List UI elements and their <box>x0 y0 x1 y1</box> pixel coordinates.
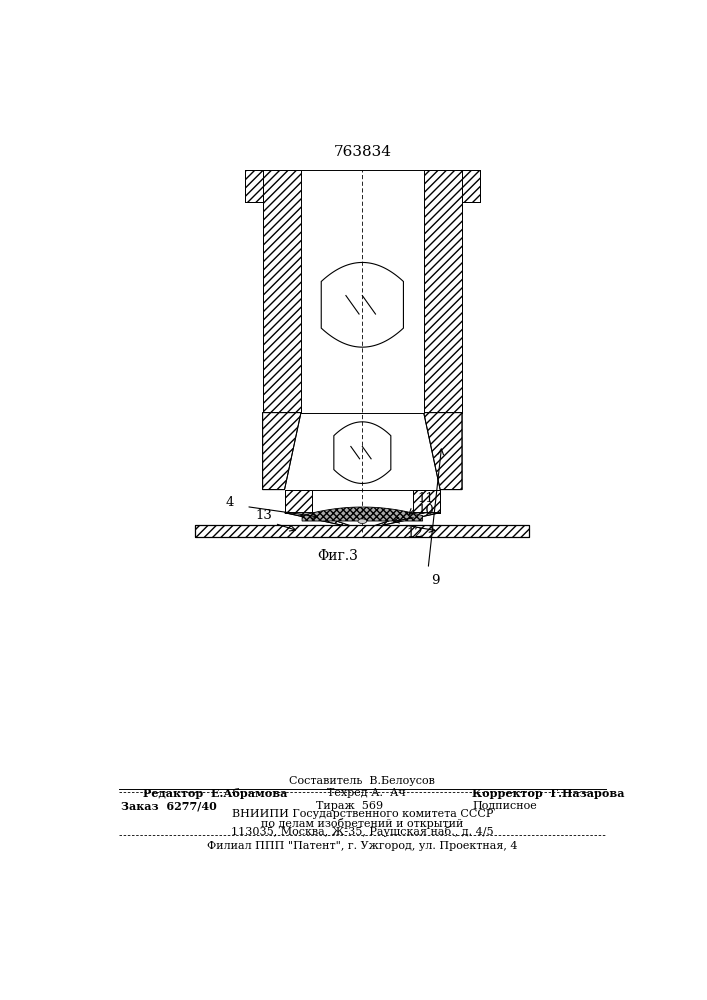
Text: 763834: 763834 <box>333 145 392 159</box>
Text: Составитель  В.Белоусов: Составитель В.Белоусов <box>289 776 436 786</box>
Polygon shape <box>321 262 404 347</box>
Polygon shape <box>312 490 413 513</box>
Text: по делам изобретений и открытий: по делам изобретений и открытий <box>261 818 464 829</box>
Text: Тираж  569: Тираж 569 <box>316 801 383 811</box>
Ellipse shape <box>358 519 367 523</box>
Polygon shape <box>284 513 363 530</box>
Polygon shape <box>245 170 262 202</box>
Polygon shape <box>334 422 391 483</box>
Bar <box>195 525 530 537</box>
Text: ВНИИПИ Государственного комитета СССР: ВНИИПИ Государственного комитета СССР <box>232 809 493 819</box>
Text: Техред А.  Ач: Техред А. Ач <box>327 788 406 798</box>
Polygon shape <box>262 170 301 413</box>
Text: 12: 12 <box>407 527 423 540</box>
Text: Подписное: Подписное <box>472 801 537 811</box>
Polygon shape <box>462 170 480 202</box>
Text: Филиал ППП "Патент", г. Ужгород, ул. Проектная, 4: Филиал ППП "Патент", г. Ужгород, ул. Про… <box>207 841 518 851</box>
Polygon shape <box>262 413 301 490</box>
Bar <box>195 525 530 537</box>
Text: 4: 4 <box>226 496 234 509</box>
Text: Редактор  Е.Абрамова: Редактор Е.Абрамова <box>144 788 288 799</box>
Text: 13: 13 <box>255 509 272 522</box>
Polygon shape <box>302 507 423 521</box>
Text: 11: 11 <box>417 492 434 505</box>
Polygon shape <box>423 170 462 413</box>
Polygon shape <box>413 490 440 513</box>
Text: 10: 10 <box>418 504 434 517</box>
Text: 113035, Москва, Ж-35, Раушская наб., д. 4/5: 113035, Москва, Ж-35, Раушская наб., д. … <box>231 826 493 837</box>
Polygon shape <box>284 490 312 513</box>
Polygon shape <box>312 513 413 530</box>
Polygon shape <box>301 170 423 413</box>
Text: Заказ  6277/40: Заказ 6277/40 <box>122 801 217 812</box>
Text: Φиг.3: Φиг.3 <box>317 549 358 563</box>
Text: Корректор  Г.Назарова: Корректор Г.Назарова <box>472 788 624 799</box>
Text: 9: 9 <box>431 574 439 587</box>
Polygon shape <box>423 413 462 490</box>
Polygon shape <box>363 513 440 530</box>
